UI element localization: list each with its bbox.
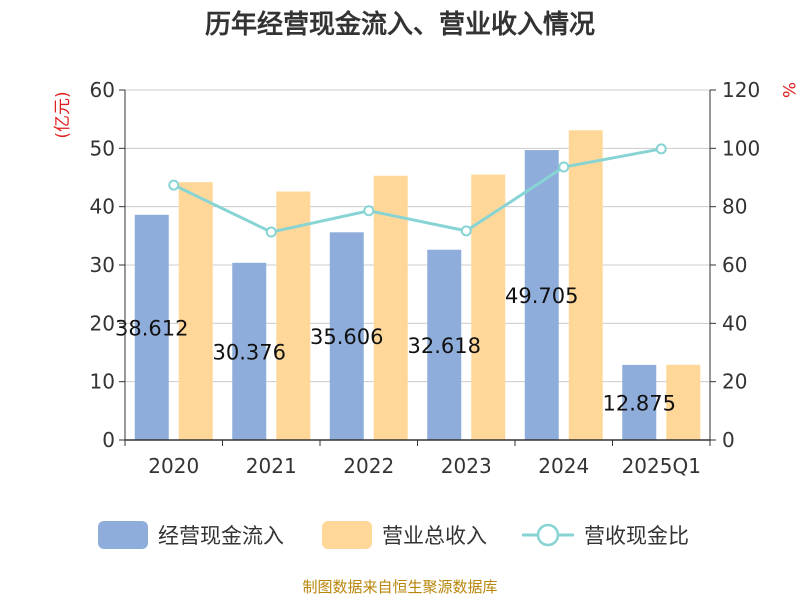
right-tick-label: 60 — [722, 253, 747, 277]
legend: 经营现金流入 营业总收入 营收现金比 — [98, 521, 689, 549]
bar-total-revenue — [373, 175, 408, 440]
right-axis-unit: % — [778, 82, 798, 98]
left-tick-label: 20 — [90, 311, 115, 335]
bar-total-revenue — [568, 130, 603, 440]
bar-total-revenue — [276, 191, 311, 440]
bar-total-revenue — [471, 174, 506, 441]
right-tick-label: 80 — [722, 195, 747, 219]
ratio-point — [363, 205, 375, 217]
data-label: 35.606 — [310, 325, 383, 349]
left-tick-label: 60 — [90, 78, 115, 102]
chart-title: 历年经营现金流入、营业收入情况 — [205, 9, 595, 40]
ratio-line — [168, 143, 667, 238]
right-tick-label: 0 — [722, 428, 735, 452]
x-tick-label: 2024 — [538, 454, 589, 478]
data-label: 30.376 — [213, 340, 286, 364]
gridlines — [125, 89, 710, 383]
left-tick-label: 40 — [90, 195, 115, 219]
source-note: 制图数据来自恒生聚源数据库 — [302, 578, 497, 596]
axes: 0 10 20 30 40 50 60 0 20 40 60 80 100 120 2020 2021 2022… — [90, 78, 761, 478]
ratio-point — [655, 143, 667, 155]
left-tick-label: 50 — [90, 136, 115, 160]
bar-cash-inflow — [134, 214, 169, 440]
left-tick-label: 0 — [102, 428, 115, 452]
right-tick-label: 120 — [722, 78, 760, 102]
legend-swatch-total-revenue — [322, 521, 372, 549]
data-label: 49.705 — [505, 284, 578, 308]
left-tick-label: 30 — [90, 253, 115, 277]
left-axis-unit: (亿元) — [53, 91, 73, 138]
ratio-point — [265, 226, 277, 238]
right-tick-label: 100 — [722, 136, 760, 160]
bar-cash-inflow — [427, 249, 462, 440]
legend-swatch-ratio-marker — [536, 523, 560, 547]
x-tick-label: 2022 — [343, 454, 394, 478]
legend-label-total-revenue: 营业总收入 — [382, 524, 487, 548]
legend-swatch-cash-inflow — [98, 521, 148, 549]
x-tick-label: 2020 — [148, 454, 199, 478]
bars: 38.612 30.376 35.606 32.618 49.705 12.875 — [115, 130, 701, 441]
right-tick-label: 40 — [722, 311, 747, 335]
bar-cash-inflow — [524, 150, 559, 440]
legend-label-cash-inflow: 经营现金流入 — [158, 524, 284, 548]
bar-cash-inflow — [622, 364, 657, 440]
x-tick-label: 2021 — [246, 454, 297, 478]
right-tick-label: 20 — [722, 370, 747, 394]
ratio-line-path — [173, 147, 662, 234]
bar-total-revenue — [666, 364, 701, 440]
data-label: 38.612 — [115, 316, 188, 340]
ratio-point — [460, 225, 472, 237]
data-label: 12.875 — [603, 391, 676, 415]
ratio-point — [558, 161, 570, 173]
bar-cash-inflow — [232, 262, 267, 440]
data-label: 32.618 — [408, 334, 481, 358]
legend-label-ratio: 营收现金比 — [584, 524, 689, 548]
bar-total-revenue — [178, 182, 213, 440]
left-tick-label: 10 — [90, 370, 115, 394]
x-tick-label: 2023 — [441, 454, 492, 478]
ratio-point — [168, 179, 180, 191]
x-tick-label: 2025Q1 — [622, 454, 701, 478]
bar-cash-inflow — [329, 232, 364, 440]
